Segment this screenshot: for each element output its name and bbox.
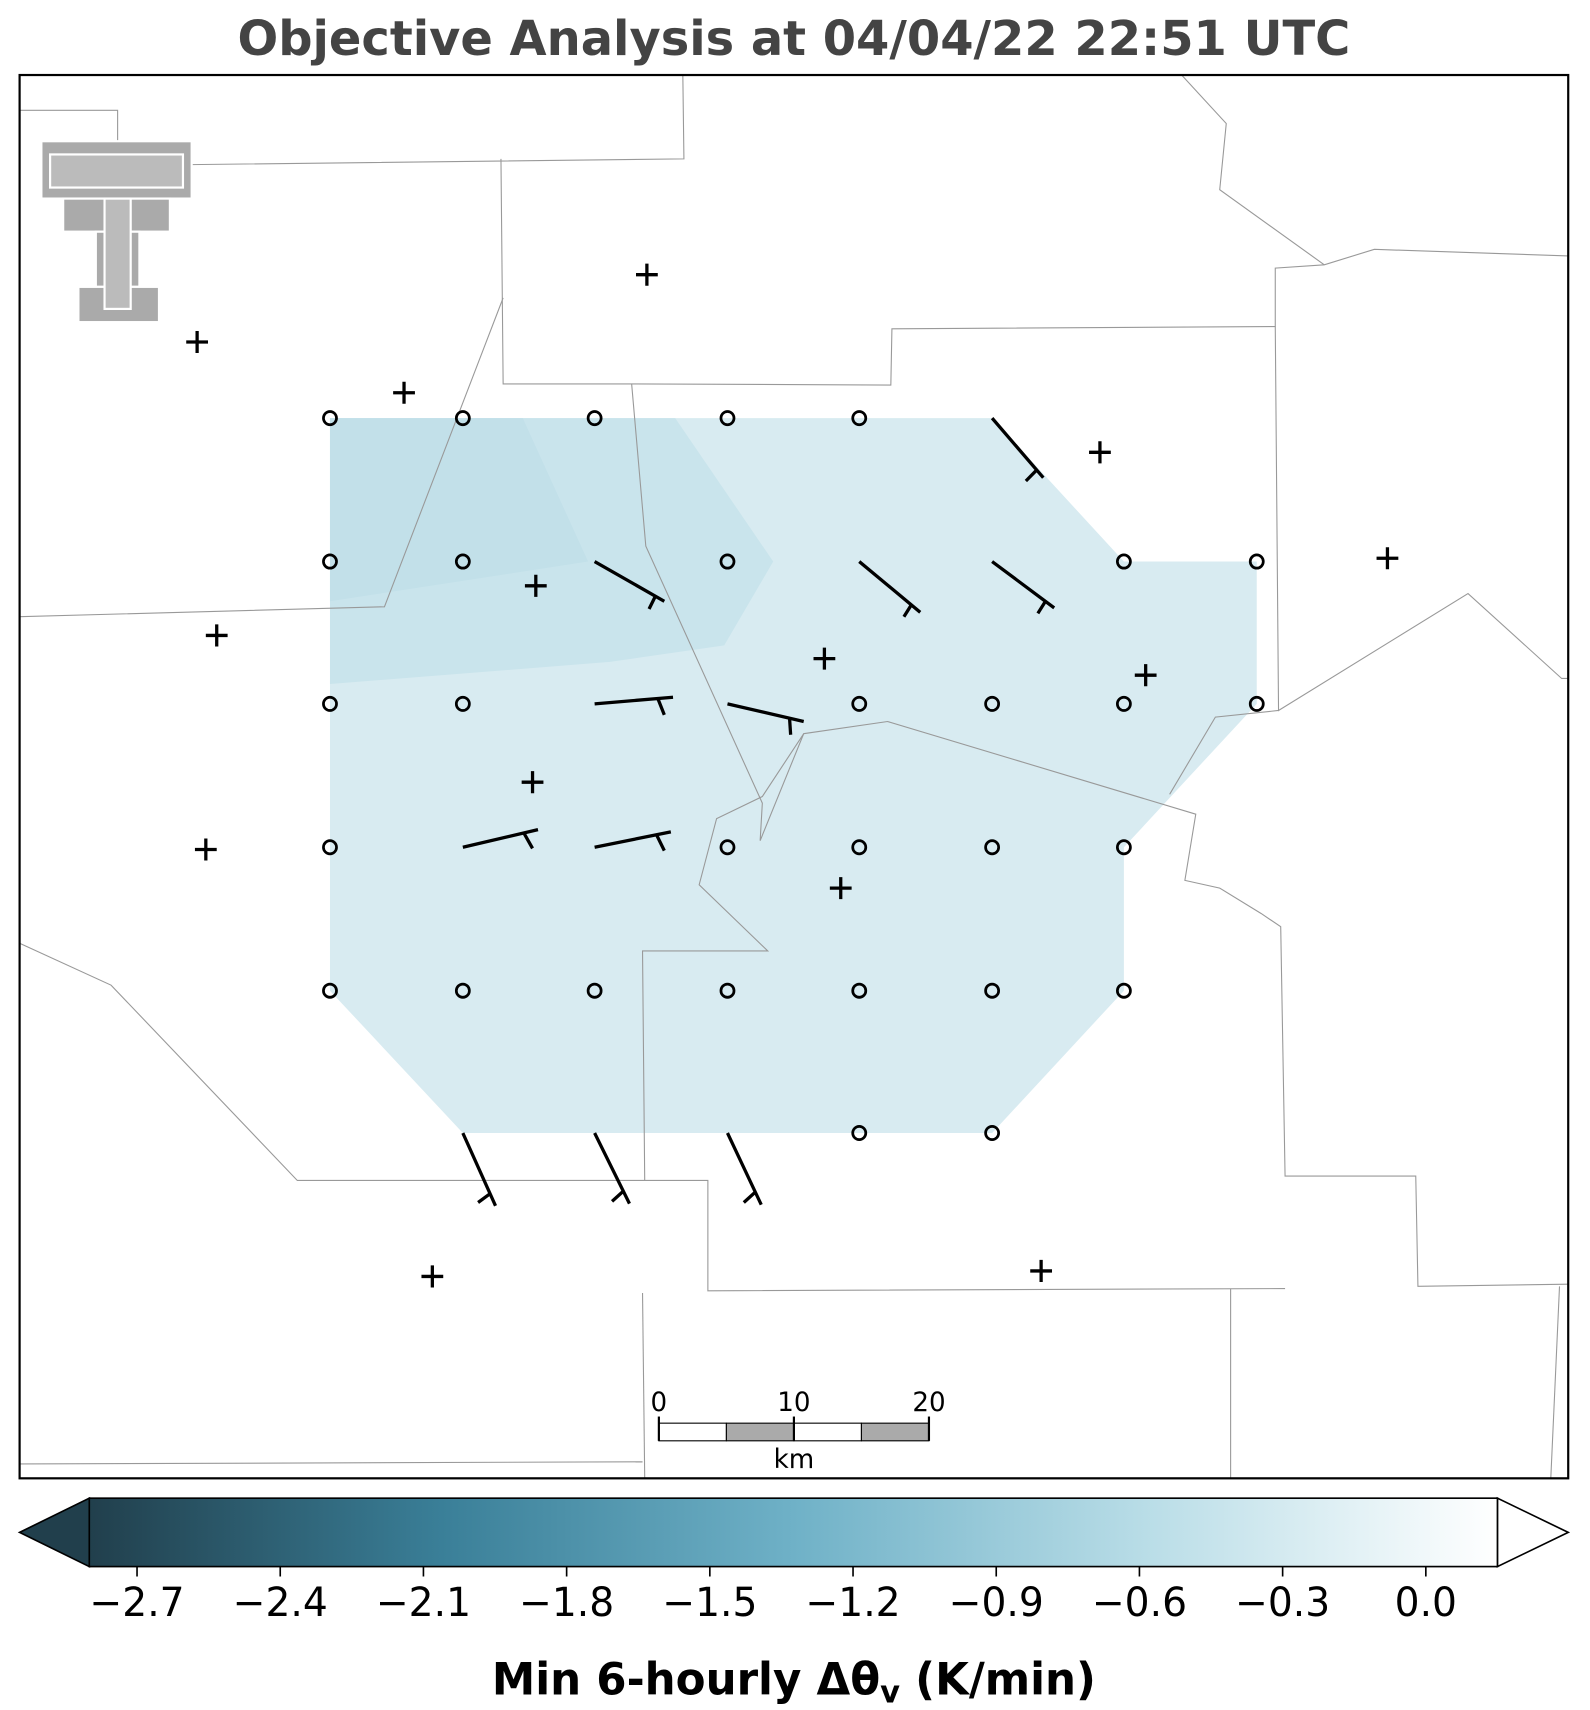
colorbar-tick-label: −1.5: [662, 1580, 757, 1626]
scale-label: 20: [912, 1388, 945, 1418]
scale-bar: km 0 10 20: [651, 1388, 946, 1476]
colorbar-extend-high: [1496, 1496, 1571, 1568]
site-markers: [186, 263, 1399, 1288]
label-subscript: v: [880, 1675, 900, 1710]
scale-label: 10: [777, 1388, 810, 1418]
colorbar-tick-label: −1.2: [805, 1580, 900, 1626]
colorbar-extend-low: [17, 1496, 91, 1568]
wind-barbs: [461, 417, 1056, 1207]
colorbar-tick-label: −2.1: [376, 1580, 471, 1626]
label-suffix: (K/min): [900, 1654, 1096, 1705]
scale-label: 0: [651, 1388, 668, 1418]
scale-segment: [793, 1422, 862, 1442]
colorbar-tick-label: 0.0: [1395, 1580, 1457, 1626]
scale-unit: km: [774, 1445, 815, 1475]
county-lines: [19, 74, 1569, 1479]
label-text: Min 6-hourly Δθ: [492, 1654, 880, 1705]
map: km 0 10 20: [18, 73, 1570, 1480]
scale-segment: [658, 1422, 727, 1442]
logo: [40, 140, 193, 324]
scale-segment: [860, 1422, 930, 1442]
colorbar: −2.7 −2.4 −2.1 −1.8 −1.5 −1.2 −0.9 −0.6 −0.3 0.0: [17, 1496, 1571, 1626]
colorbar-tick-label: −1.8: [519, 1580, 614, 1626]
stations: [322, 410, 1265, 1142]
colorbar-tick-label: −2.4: [233, 1580, 328, 1626]
colorbar-tick-label: −0.9: [949, 1580, 1044, 1626]
analysis-fill-darker: [329, 418, 589, 602]
colorbar-tick-label: −2.7: [89, 1580, 184, 1626]
colorbar-body: [88, 1497, 1499, 1568]
colorbar-tick-label: −0.3: [1235, 1580, 1330, 1626]
map-frame: [18, 73, 1570, 1480]
colorbar-label: Min 6-hourly Δθv (K/min): [492, 1654, 1096, 1710]
title: Objective Analysis at 04/04/22 22:51 UTC: [238, 11, 1351, 67]
colorbar-tick-label: −0.6: [1092, 1580, 1187, 1626]
scale-segment: [725, 1422, 795, 1442]
